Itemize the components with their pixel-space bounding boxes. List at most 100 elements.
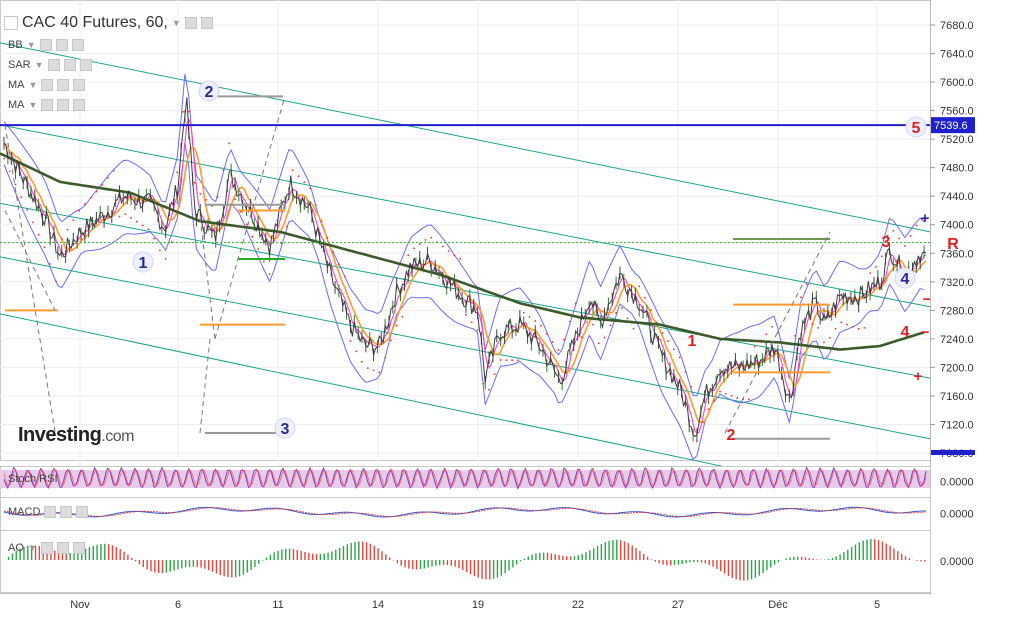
close-icon[interactable] xyxy=(72,39,84,51)
gear-icon[interactable] xyxy=(57,99,69,111)
sar-dot xyxy=(719,391,721,393)
close-icon[interactable] xyxy=(76,506,88,518)
gear-icon[interactable] xyxy=(56,39,68,51)
wave-label-red: 5 xyxy=(912,120,921,137)
ao-bar xyxy=(628,543,629,560)
sar-dot xyxy=(731,395,733,397)
eye-icon[interactable] xyxy=(41,542,53,554)
ao-label[interactable]: AO ▼ xyxy=(8,542,85,554)
ao-bar xyxy=(150,560,151,571)
indicator-label: SAR xyxy=(8,59,31,71)
chevron-down-icon[interactable]: ▼ xyxy=(172,18,181,28)
ao-bar xyxy=(243,560,244,575)
chevron-down-icon[interactable]: ▼ xyxy=(27,40,36,50)
ao-bar xyxy=(570,556,571,560)
sar-dot xyxy=(523,312,525,314)
sar-dot xyxy=(44,246,46,248)
sar-dot xyxy=(684,371,686,373)
close-icon[interactable] xyxy=(73,79,85,91)
eye-icon[interactable] xyxy=(41,99,53,111)
ao-bar xyxy=(878,540,879,560)
sar-dot xyxy=(702,421,704,423)
y-tick-label: 7560.0 xyxy=(940,106,974,118)
chevron-down-icon[interactable]: ▼ xyxy=(35,60,44,70)
gear-icon[interactable] xyxy=(64,59,76,71)
stoch-rsi-label[interactable]: Stoch RSI xyxy=(8,473,58,485)
close-icon[interactable] xyxy=(73,99,85,111)
chevron-down-icon[interactable]: ▼ xyxy=(29,100,38,110)
sar-dot xyxy=(20,196,22,198)
sar-dot xyxy=(650,309,652,311)
sar-dot xyxy=(748,398,750,400)
sar-dot xyxy=(910,235,912,237)
sar-dot xyxy=(511,359,513,361)
ao-bar xyxy=(258,560,259,564)
y-tick-label: 7240.0 xyxy=(940,334,974,346)
ao-bar xyxy=(119,549,120,560)
ao-bar xyxy=(127,555,128,560)
ao-bar xyxy=(728,560,729,576)
ao-bar xyxy=(281,549,282,560)
close-icon[interactable] xyxy=(80,59,92,71)
gear-icon[interactable] xyxy=(60,506,72,518)
ao-bar xyxy=(855,545,856,560)
sar-dot xyxy=(199,193,201,195)
sar-dot xyxy=(557,349,559,351)
ao-bar xyxy=(247,560,248,573)
ao-bar xyxy=(354,542,355,560)
eye-icon[interactable] xyxy=(48,59,60,71)
sar-dot xyxy=(373,369,375,371)
gear-icon[interactable] xyxy=(57,79,69,91)
gear-icon[interactable] xyxy=(201,17,213,29)
x-tick-label: 14 xyxy=(372,599,384,611)
ao-bar xyxy=(504,560,505,573)
ao-bar xyxy=(196,560,197,567)
wave-label-red: 3 xyxy=(882,234,891,251)
collapse-icon[interactable] xyxy=(4,16,18,30)
eye-icon[interactable] xyxy=(44,506,56,518)
sar-dot xyxy=(90,197,92,199)
ao-bar xyxy=(732,560,733,578)
ao-bar xyxy=(181,560,182,568)
sar-dot xyxy=(627,317,629,319)
ao-bar xyxy=(809,558,810,560)
pane-label: Stoch RSI xyxy=(8,473,58,485)
ao-bar xyxy=(651,559,652,560)
ao-bar xyxy=(874,539,875,560)
sar-dot xyxy=(378,371,380,373)
sar-dot xyxy=(176,171,178,173)
eye-icon[interactable] xyxy=(185,17,197,29)
sar-dot xyxy=(9,171,11,173)
indicator-row-ma[interactable]: MA ▼ xyxy=(8,79,85,91)
ao-bar xyxy=(905,556,906,560)
sar-dot xyxy=(188,111,190,113)
eye-icon[interactable] xyxy=(40,39,52,51)
ao-bar xyxy=(612,540,613,560)
sar-dot xyxy=(344,276,346,278)
last-price-tag xyxy=(931,450,975,455)
wave-label-blue: 1 xyxy=(139,255,148,272)
chevron-down-icon[interactable]: ▼ xyxy=(28,543,37,553)
y-tick-label: 7320.0 xyxy=(940,277,974,289)
macd-label[interactable]: MACD xyxy=(8,506,88,518)
sar-dot xyxy=(367,367,369,369)
close-icon[interactable] xyxy=(73,542,85,554)
sar-dot xyxy=(15,183,17,185)
indicator-row-sar[interactable]: SAR ▼ xyxy=(8,59,92,71)
ao-bar xyxy=(404,560,405,567)
wave-label-blue: 3 xyxy=(281,421,290,438)
indicator-row-bb[interactable]: BB ▼ xyxy=(8,39,84,51)
sar-dot xyxy=(269,273,271,275)
sar-dot xyxy=(101,184,103,186)
ao-bar xyxy=(666,560,667,565)
gear-icon[interactable] xyxy=(57,542,69,554)
chevron-down-icon[interactable]: ▼ xyxy=(29,80,38,90)
eye-icon[interactable] xyxy=(41,79,53,91)
ao-bar xyxy=(747,560,748,580)
indicator-label: MA xyxy=(8,79,25,91)
sar-dot xyxy=(107,177,109,179)
indicator-row-ma-2[interactable]: MA ▼ xyxy=(8,99,85,111)
sar-dot xyxy=(234,198,236,200)
sar-dot xyxy=(119,216,121,218)
